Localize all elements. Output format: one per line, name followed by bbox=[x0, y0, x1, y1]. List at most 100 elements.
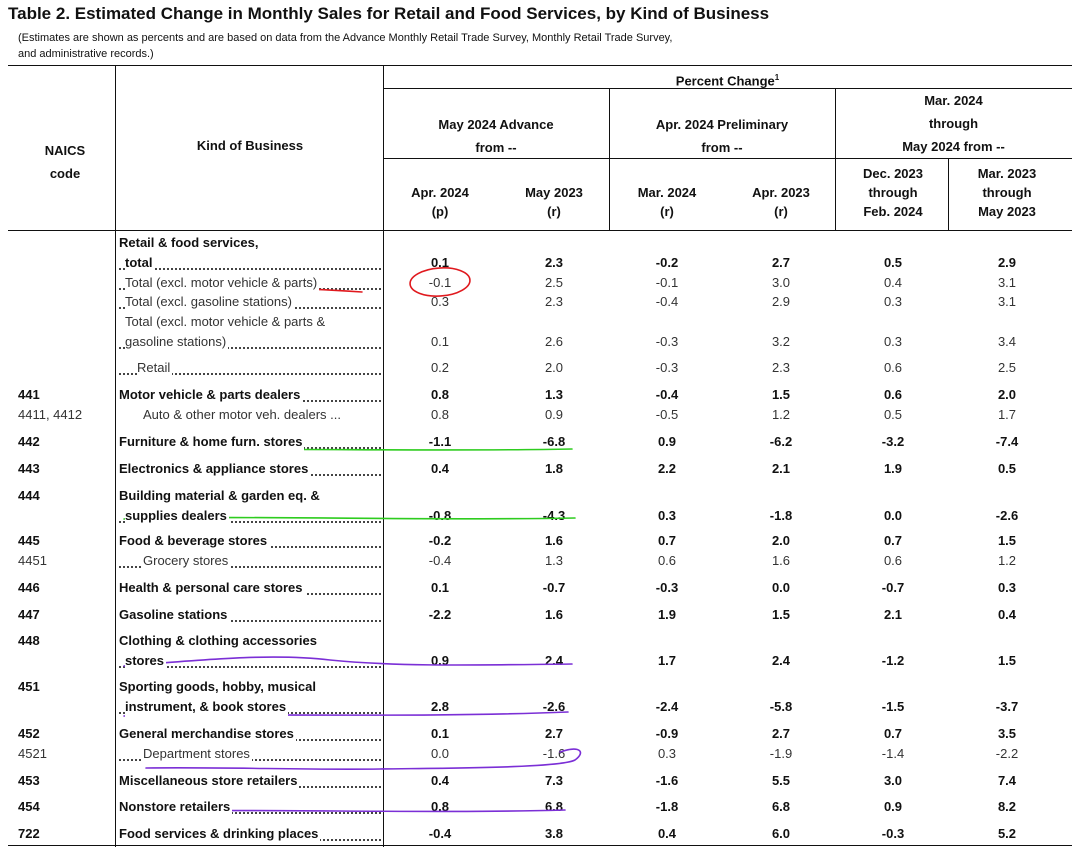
naics-header: NAICS code bbox=[44, 143, 86, 181]
value-cell: 1.5 bbox=[771, 387, 791, 402]
col-header-may-2023: May 2023 (r) bbox=[525, 185, 583, 219]
value-cell: 1.9 bbox=[657, 607, 677, 622]
value-cell: -2.2 bbox=[428, 607, 452, 622]
value-cell: 1.2 bbox=[997, 553, 1017, 568]
value-cell: -0.3 bbox=[655, 580, 679, 595]
business-label: Total (excl. gasoline stations) bbox=[119, 292, 381, 312]
value-cell: -1.1 bbox=[428, 434, 452, 449]
value-cell: 3.4 bbox=[997, 334, 1017, 349]
col-header-mar-may-2023: Mar. 2023 through May 2023 bbox=[977, 166, 1037, 219]
value-cell: 0.6 bbox=[883, 387, 903, 402]
table-row: Retail & food services, total 0.1 2.3 -0.2 2.… bbox=[0, 233, 1080, 273]
value-cell: 7.4 bbox=[997, 773, 1017, 788]
leader-dots bbox=[119, 566, 381, 568]
table-row: 454 Nonstore retailers 0.8 6.8 -1.8 6.8 0.9 8.2 bbox=[0, 797, 1080, 817]
table-row: 452 General merchandise stores 0.1 2.7 -0.9 2… bbox=[0, 724, 1080, 744]
value-cell: 0.4 bbox=[883, 275, 903, 290]
value-cell: 0.6 bbox=[883, 360, 903, 375]
table-row: Retail 0.2 2.0 -0.3 2.3 0.6 2.5 bbox=[0, 358, 1080, 378]
value-cell: 3.0 bbox=[883, 773, 903, 788]
value-cell: 0.6 bbox=[883, 553, 903, 568]
value-cell: 1.9 bbox=[883, 461, 903, 476]
value-cell: -1.8 bbox=[655, 799, 679, 814]
table-subtitle: (Estimates are shown as percents and are… bbox=[18, 30, 672, 62]
business-label: Food & beverage stores bbox=[119, 531, 381, 551]
business-label: Health & personal care stores bbox=[119, 578, 381, 598]
value-cell: 6.0 bbox=[771, 826, 791, 841]
sub-column-border bbox=[948, 158, 949, 230]
kind-column-border bbox=[383, 65, 384, 847]
value-cell: 2.4 bbox=[771, 653, 791, 668]
value-cell: 0.4 bbox=[657, 826, 677, 841]
value-cell: 0.1 bbox=[430, 726, 450, 741]
naics-code: 442 bbox=[18, 434, 40, 449]
col-header-mar-2024: Mar. 2024 (r) bbox=[637, 185, 697, 219]
naics-column-border bbox=[115, 65, 116, 847]
value-cell: 3.2 bbox=[771, 334, 791, 349]
value-cell: 0.8 bbox=[430, 387, 450, 402]
table-top-rule bbox=[8, 65, 1072, 66]
business-label: instrument, & book stores bbox=[119, 697, 381, 717]
leader-dots bbox=[119, 347, 381, 349]
value-cell: -0.7 bbox=[542, 580, 566, 595]
naics-code: 452 bbox=[18, 726, 40, 741]
value-cell: -1.9 bbox=[769, 746, 793, 761]
value-cell: 0.1 bbox=[430, 255, 450, 270]
business-label: Electronics & appliance stores bbox=[119, 459, 381, 479]
value-cell: -3.7 bbox=[995, 699, 1019, 714]
value-cell: 7.3 bbox=[544, 773, 564, 788]
value-cell: -0.2 bbox=[655, 255, 679, 270]
value-cell: 0.1 bbox=[430, 334, 450, 349]
business-label: Motor vehicle & parts dealers bbox=[119, 385, 381, 405]
value-cell: -1.8 bbox=[769, 508, 793, 523]
percent-change-rule bbox=[383, 88, 1072, 89]
value-cell: 5.2 bbox=[997, 826, 1017, 841]
value-cell: 0.0 bbox=[883, 508, 903, 523]
table-row: 447 Gasoline stations -2.2 1.6 1.9 1.5 2.1 0.4 bbox=[0, 605, 1080, 625]
group-border-2 bbox=[835, 88, 836, 230]
value-cell: 1.8 bbox=[544, 461, 564, 476]
value-cell: -0.4 bbox=[428, 553, 452, 568]
value-cell: 3.0 bbox=[771, 275, 791, 290]
naics-code: 451 bbox=[18, 679, 40, 694]
value-cell: -6.8 bbox=[542, 434, 566, 449]
naics-code: 441 bbox=[18, 387, 40, 402]
value-cell: 2.7 bbox=[771, 255, 791, 270]
value-cell: 0.3 bbox=[883, 334, 903, 349]
value-cell: 0.5 bbox=[883, 255, 903, 270]
value-cell: -1.2 bbox=[881, 653, 905, 668]
value-cell: 0.0 bbox=[430, 746, 450, 761]
business-label: Gasoline stations bbox=[119, 605, 381, 625]
group-header-apr-preliminary: Apr. 2024 Preliminary from -- bbox=[655, 117, 789, 155]
value-cell: 2.2 bbox=[657, 461, 677, 476]
value-cell: 0.7 bbox=[883, 533, 903, 548]
leader-dots bbox=[119, 812, 381, 814]
value-cell: 0.3 bbox=[430, 294, 450, 309]
value-cell: 2.9 bbox=[771, 294, 791, 309]
value-cell: 2.3 bbox=[771, 360, 791, 375]
business-label: Building material & garden eq. & bbox=[119, 486, 381, 506]
value-cell: -0.3 bbox=[655, 334, 679, 349]
value-cell: 0.9 bbox=[430, 653, 450, 668]
value-cell: -2.6 bbox=[542, 699, 566, 714]
value-cell: 0.3 bbox=[657, 508, 677, 523]
leader-dots bbox=[119, 620, 381, 622]
value-cell: -0.4 bbox=[655, 387, 679, 402]
value-cell: -0.4 bbox=[655, 294, 679, 309]
leader-dots bbox=[119, 666, 381, 668]
business-label: stores bbox=[119, 651, 381, 671]
value-cell: -0.3 bbox=[881, 826, 905, 841]
value-cell: 0.3 bbox=[997, 580, 1017, 595]
value-cell: 0.9 bbox=[544, 407, 564, 422]
subtitle-line-1: (Estimates are shown as percents and are… bbox=[18, 32, 673, 44]
value-cell: -1.4 bbox=[881, 746, 905, 761]
table-row: Total (excl. motor vehicle & parts & gaso… bbox=[0, 312, 1080, 352]
group-rule bbox=[383, 158, 1072, 159]
value-cell: 8.2 bbox=[997, 799, 1017, 814]
value-cell: 1.6 bbox=[771, 553, 791, 568]
value-cell: 0.4 bbox=[430, 461, 450, 476]
business-label: Retail bbox=[119, 358, 381, 378]
value-cell: -1.6 bbox=[542, 746, 566, 761]
business-label: Grocery stores bbox=[119, 551, 381, 571]
value-cell: 2.7 bbox=[544, 726, 564, 741]
